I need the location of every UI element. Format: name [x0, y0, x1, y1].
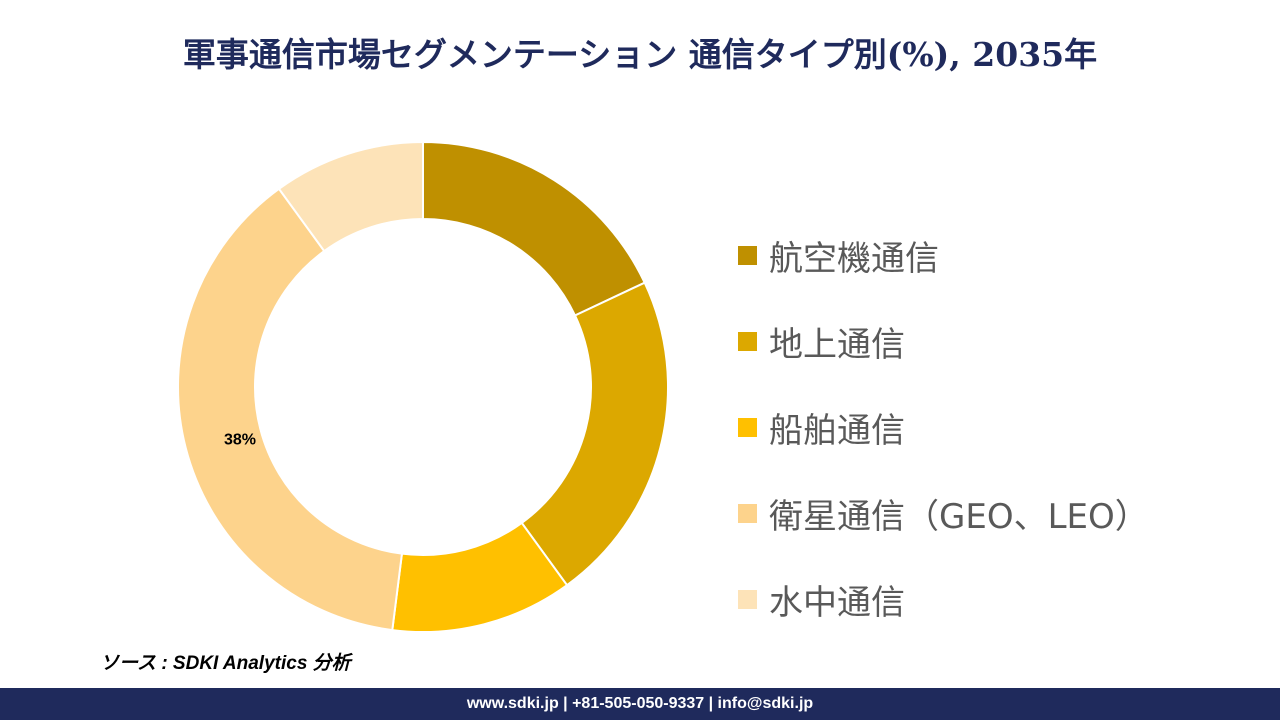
legend: 航空機通信地上通信船舶通信衛星通信（GEO、LEO） 水中通信 — [738, 212, 1149, 642]
legend-label: 衛星通信（GEO、LEO） — [769, 496, 1149, 537]
data-label: 38% — [224, 431, 256, 448]
legend-item: 地上通信 — [738, 298, 1149, 384]
donut-slice — [277, 140, 424, 253]
source-note: ソース : SDKI Analytics 分析 — [100, 653, 351, 674]
legend-item: 船舶通信 — [738, 384, 1149, 470]
legend-label: 航空機通信 — [769, 238, 939, 279]
legend-swatch — [738, 331, 757, 351]
legend-label: 船舶通信 — [769, 410, 905, 451]
legend-label: 水中通信 — [769, 582, 905, 623]
legend-swatch — [738, 417, 757, 437]
footer-contact: www.sdki.jp | +81-505-050-9337 | info@sd… — [0, 688, 1280, 720]
donut-slice — [177, 187, 404, 632]
chart-title: 軍事通信市場セグメンテーション 通信タイプ別(%), 2035年 — [182, 35, 1098, 74]
legend-swatch — [738, 245, 757, 265]
donut-slice — [520, 281, 669, 587]
legend-item: 衛星通信（GEO、LEO） — [738, 470, 1149, 556]
legend-swatch — [738, 503, 757, 523]
legend-item: 航空機通信 — [738, 212, 1149, 298]
legend-item: 水中通信 — [738, 556, 1149, 642]
legend-swatch — [738, 589, 757, 609]
legend-label: 地上通信 — [769, 324, 905, 365]
donut-slice — [422, 140, 647, 317]
